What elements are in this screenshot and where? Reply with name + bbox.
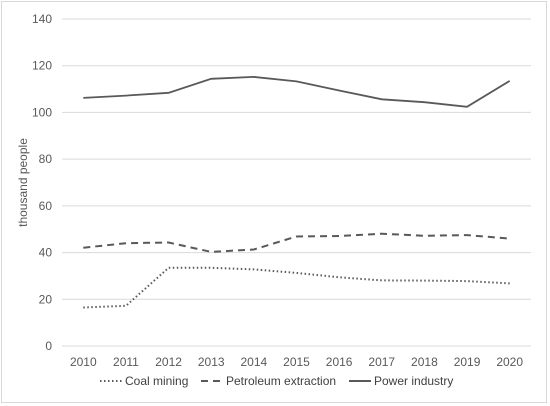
y-tick-label: 0 xyxy=(45,339,52,353)
x-tick-label: 2020 xyxy=(496,355,523,369)
x-tick-label: 2018 xyxy=(411,355,438,369)
x-axis-ticks: 2010 2011 2012 2013 2014 2015 2016 2017 2018 2019… xyxy=(70,355,523,369)
x-tick-label: 2015 xyxy=(283,355,310,369)
x-tick-label: 2016 xyxy=(326,355,353,369)
x-tick-label: 2019 xyxy=(454,355,481,369)
y-tick-label: 60 xyxy=(39,199,53,213)
series-line-petroleum-extraction xyxy=(83,232,510,253)
gridlines xyxy=(62,18,531,300)
legend-label: Coal mining xyxy=(125,374,188,388)
series-line-coal-mining xyxy=(83,266,510,309)
y-tick-label: 80 xyxy=(39,152,53,166)
series-line-power-industry xyxy=(83,75,511,108)
x-tick-label: 2010 xyxy=(70,355,97,369)
legend: Coal mining Petroleum extraction Power ind… xyxy=(100,374,453,388)
plot-area xyxy=(83,75,511,309)
x-tick-label: 2014 xyxy=(241,355,268,369)
legend-label: Power industry xyxy=(374,374,453,388)
y-axis-ticks: 0 20 40 60 80 100 120 140 xyxy=(32,12,52,353)
y-tick-label: 20 xyxy=(39,292,53,306)
x-tick-label: 2013 xyxy=(198,355,225,369)
y-axis-title: thousand people xyxy=(16,138,30,227)
legend-label: Petroleum extraction xyxy=(226,374,336,388)
x-tick-label: 2017 xyxy=(368,355,395,369)
y-tick-label: 120 xyxy=(32,59,52,73)
y-tick-label: 100 xyxy=(32,105,52,119)
y-tick-label: 140 xyxy=(32,12,52,26)
x-tick-label: 2011 xyxy=(113,355,139,369)
y-tick-label: 40 xyxy=(39,246,53,260)
x-tick-label: 2012 xyxy=(155,355,182,369)
